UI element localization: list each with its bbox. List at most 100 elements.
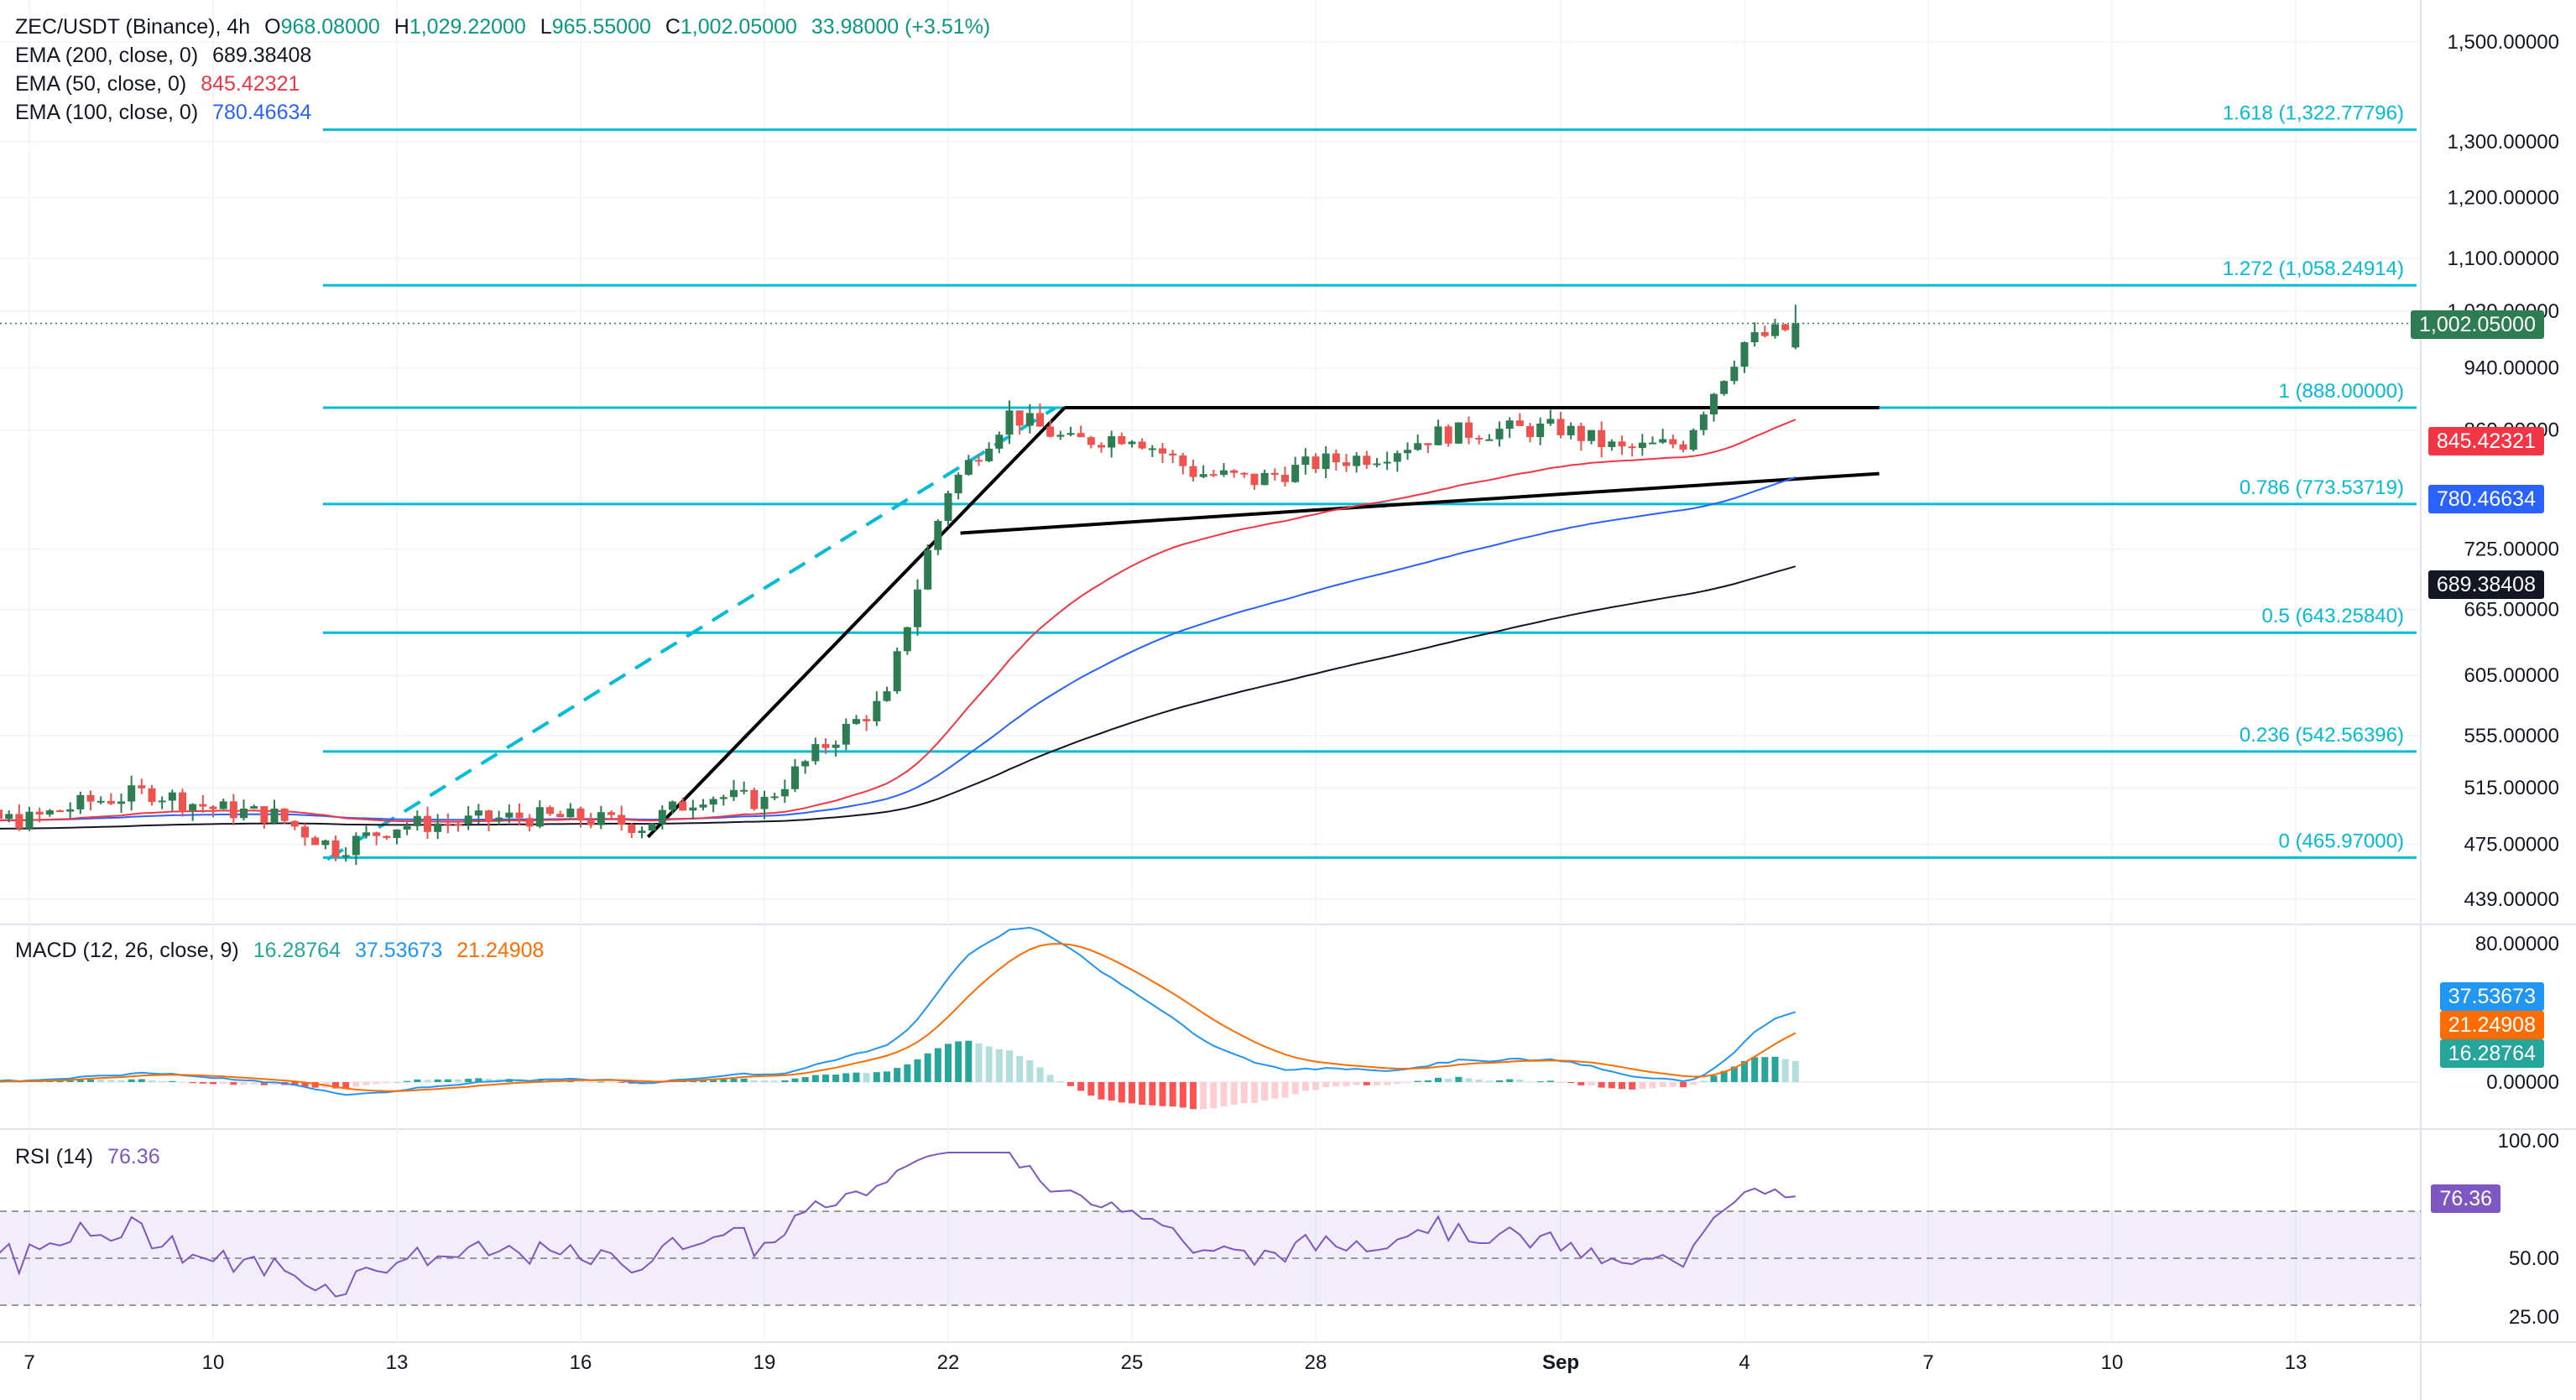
candle-up xyxy=(597,812,605,825)
macd-histogram-bar xyxy=(107,1080,115,1082)
candle-up xyxy=(76,794,85,809)
macd-histogram-bar xyxy=(1659,1082,1666,1087)
macd-histogram-bar xyxy=(1730,1066,1738,1082)
macd-hist-badge: 16.28764 xyxy=(2439,1039,2544,1068)
macd-histogram-bar xyxy=(1639,1082,1646,1090)
candle-up xyxy=(393,829,401,839)
macd-histogram-bar xyxy=(260,1082,268,1085)
candle-down xyxy=(1169,453,1177,455)
macd-histogram-bar xyxy=(1129,1082,1135,1104)
candle-down xyxy=(209,806,217,809)
macd-histogram-bar xyxy=(1240,1082,1248,1104)
macd-histogram-bar xyxy=(1077,1082,1085,1091)
macd-histogram-bar xyxy=(189,1082,196,1084)
close-label: C xyxy=(665,15,681,39)
macd-histogram-bar xyxy=(434,1079,441,1082)
macd-histogram-bar xyxy=(87,1079,94,1082)
macd-histogram-bar xyxy=(995,1049,1003,1082)
macd-histogram-bar xyxy=(1271,1082,1279,1099)
candle-down xyxy=(628,825,636,833)
macd-histogram-bar xyxy=(1690,1082,1697,1085)
low-value: 965.55000 xyxy=(551,15,651,39)
candle-up xyxy=(944,493,952,522)
candle-down xyxy=(1628,446,1636,449)
candle-down xyxy=(821,744,830,748)
candle-up xyxy=(995,435,1004,449)
macd-histogram-bar xyxy=(138,1079,145,1082)
rsi-legend[interactable]: RSI (14) 76.36 xyxy=(15,1142,169,1171)
macd-signal-badge: 21.24908 xyxy=(2439,1011,2544,1039)
macd-histogram-bar xyxy=(444,1079,451,1082)
candle-down xyxy=(1515,420,1524,426)
price-tick-label: 725.00000 xyxy=(2464,539,2559,561)
ema100-value: 780.46634 xyxy=(212,101,312,124)
macd-histogram-bar xyxy=(1526,1081,1534,1083)
candle-up xyxy=(352,835,360,856)
macd-histogram-bar xyxy=(1108,1082,1115,1101)
price-tick-label: 1,300.00000 xyxy=(2448,131,2559,154)
candle-down xyxy=(15,814,23,829)
macd-histogram-bar xyxy=(301,1082,309,1087)
trend-drawings[interactable] xyxy=(326,406,1880,861)
candle-up xyxy=(1454,422,1463,444)
fibonacci-levels[interactable]: 1.618 (1,322.77796) 1.272 (1,058.24914) 1 … xyxy=(323,102,2417,859)
ema200-legend[interactable]: EMA (200, close, 0) 689.38408 xyxy=(15,41,320,70)
ema100-legend[interactable]: EMA (100, close, 0) 780.46634 xyxy=(15,98,320,127)
candle-up xyxy=(5,814,13,820)
macd-histogram-bar xyxy=(1006,1050,1013,1082)
macd-histogram-bar xyxy=(1536,1081,1544,1083)
candle-down xyxy=(199,804,207,807)
macd-histogram-bar xyxy=(781,1080,789,1082)
rsi-tick-label: 100.00 xyxy=(2498,1130,2559,1153)
macd-legend[interactable]: MACD (12, 26, close, 9) 16.28764 37.5367… xyxy=(15,936,552,965)
macd-hist-value: 16.28764 xyxy=(253,939,341,962)
macd-histogram-bar xyxy=(455,1079,461,1082)
price-tick-label: 515.00000 xyxy=(2464,777,2559,799)
macd-histogram-bar xyxy=(750,1080,758,1082)
macd-histogram-bar xyxy=(1700,1080,1708,1082)
ema50-legend[interactable]: EMA (50, close, 0) 845.42321 xyxy=(15,70,308,98)
candle-up xyxy=(903,627,911,652)
candle-up xyxy=(1434,426,1442,445)
candle-up xyxy=(495,817,503,821)
macd-histogram-bar xyxy=(1516,1080,1524,1082)
macd-histogram-bar xyxy=(404,1080,411,1082)
candle-down xyxy=(1465,422,1473,438)
macd-histogram-bar xyxy=(1353,1082,1360,1085)
candle-up xyxy=(250,806,258,809)
candle-down xyxy=(1250,473,1259,486)
fib-level-label: 1.618 (1,322.77796) xyxy=(2223,102,2404,125)
candle-up xyxy=(128,785,136,802)
macd-histogram-bar xyxy=(1414,1080,1421,1082)
macd-histogram-bar xyxy=(730,1078,738,1082)
macd-histogram-bar xyxy=(822,1075,829,1082)
candle-down xyxy=(618,814,626,825)
macd-histogram-bar xyxy=(1680,1082,1687,1088)
candle-down xyxy=(607,812,615,815)
candle-up xyxy=(719,797,727,799)
candle-up xyxy=(1291,465,1300,482)
candle-up xyxy=(699,804,707,808)
candle-up xyxy=(1148,448,1156,450)
symbol-legend[interactable]: ZEC/USDT (Binance), 4h O968.08000 H1,029… xyxy=(15,13,999,41)
ema50-line xyxy=(0,419,1796,823)
macd-histogram-bar xyxy=(1394,1082,1401,1084)
macd-histogram-bar xyxy=(791,1078,799,1082)
macd-histogram-bar xyxy=(230,1082,237,1085)
candle-down xyxy=(454,824,462,826)
macd-histogram-bar xyxy=(1261,1082,1269,1101)
candle-up xyxy=(1740,342,1749,367)
candle-up xyxy=(914,589,921,627)
candle-up xyxy=(832,744,840,748)
macd-histogram-bar xyxy=(607,1081,615,1083)
close-value: 1,002.05000 xyxy=(680,15,797,39)
last-price-badge: 1,002.05000 xyxy=(2410,310,2544,339)
candle-up xyxy=(689,807,697,811)
candle-up xyxy=(1220,470,1228,476)
macd-histogram-bar xyxy=(383,1082,390,1084)
candle-up xyxy=(1710,393,1718,415)
macd-histogram-bar xyxy=(1322,1082,1330,1087)
macd-histogram-bar xyxy=(240,1082,248,1085)
